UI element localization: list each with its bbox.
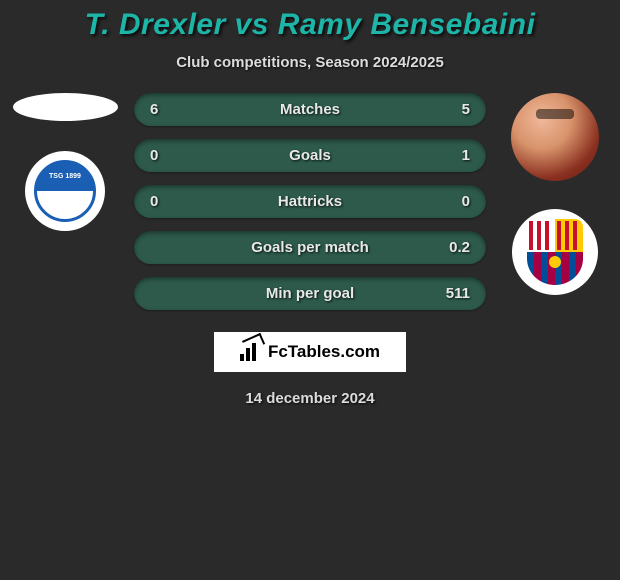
- stat-label: Goals per match: [251, 239, 369, 256]
- player-photo-left: [13, 93, 118, 121]
- stat-right-value: 511: [440, 285, 470, 302]
- stat-row-mpg: Min per goal 511: [134, 277, 486, 310]
- stats-column: 6 Matches 5 0 Goals 1 0 Hattricks 0 Goal…: [130, 93, 490, 310]
- watermark: FcTables.com: [214, 332, 406, 372]
- stat-row-goals: 0 Goals 1: [134, 139, 486, 172]
- date: 14 december 2024: [245, 390, 374, 407]
- comparison-card: T. Drexler vs Ramy Bensebaini Club compe…: [0, 0, 620, 580]
- watermark-text: FcTables.com: [268, 342, 380, 362]
- stat-label: Min per goal: [266, 285, 354, 302]
- club-badge-left: TSG 1899: [25, 151, 105, 231]
- page-title: T. Drexler vs Ramy Bensebaini: [85, 8, 536, 42]
- stat-row-hattricks: 0 Hattricks 0: [134, 185, 486, 218]
- content-area: TSG 1899 6 Matches 5 0 Goals 1 0 Hattric…: [0, 93, 620, 310]
- hoffenheim-badge-icon: TSG 1899: [34, 160, 96, 222]
- stat-row-gpm: Goals per match 0.2: [134, 231, 486, 264]
- stat-left-value: 0: [150, 193, 180, 210]
- stat-right-value: 5: [440, 101, 470, 118]
- chart-icon: [240, 343, 262, 361]
- club-badge-right: [512, 209, 598, 295]
- stat-right-value: 1: [440, 147, 470, 164]
- stat-label: Matches: [280, 101, 340, 118]
- stat-row-matches: 6 Matches 5: [134, 93, 486, 126]
- club-badge-left-text: TSG 1899: [49, 173, 81, 180]
- barcelona-badge-icon: [527, 219, 583, 285]
- right-column: [490, 93, 620, 295]
- stat-label: Hattricks: [278, 193, 342, 210]
- stat-right-value: 0: [440, 193, 470, 210]
- stat-left-value: 0: [150, 147, 180, 164]
- stat-right-value: 0.2: [440, 239, 470, 256]
- subtitle: Club competitions, Season 2024/2025: [176, 54, 444, 71]
- left-column: TSG 1899: [0, 93, 130, 231]
- stat-label: Goals: [289, 147, 331, 164]
- stat-left-value: 6: [150, 101, 180, 118]
- player-photo-right: [511, 93, 599, 181]
